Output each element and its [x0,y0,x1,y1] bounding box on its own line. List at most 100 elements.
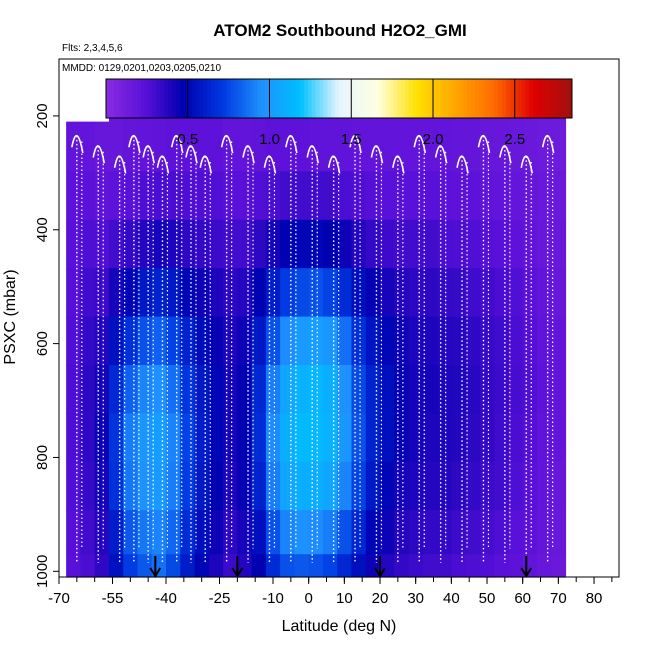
heatmap-cell [394,413,410,463]
heatmap-cell [280,510,296,555]
heatmap-cell [166,316,181,366]
heatmap-cell [322,219,338,269]
heatmap-cell [237,316,253,366]
heatmap-cell [108,171,124,221]
y-tick-label: 400 [34,217,51,242]
heatmap-cell [322,268,338,318]
heatmap-cell [408,510,424,555]
colorbar-segment [544,79,550,118]
y-tick-label: 1000 [34,555,51,588]
colorbar-segment [288,79,293,118]
plot-frame [58,58,620,578]
heatmap-cell [551,554,567,578]
heatmap-cell [522,364,538,414]
heatmap-cell [94,268,110,318]
heatmap-cell [437,268,452,318]
heatmap-cell [223,510,238,555]
colorbar-segment [502,79,507,118]
heatmap-cell [365,316,381,366]
heatmap-cell [237,364,253,414]
heatmap-cell [536,268,552,318]
colorbar-segment [230,79,235,118]
y-axis: 200 400 600 800 1000 [34,103,59,588]
x-tick-label: -55 [102,590,124,607]
heatmap-cell [208,510,224,555]
heatmap-cell [194,268,210,318]
heatmap-cell [536,510,552,555]
heatmap-cell [408,461,424,511]
heatmap-cell [223,461,238,511]
level-leg [434,145,448,164]
level-leg [370,145,384,164]
heatmap-cell [508,171,524,221]
heatmap-cell [151,268,167,318]
heatmap-cell [437,554,452,578]
heatmap-cell [479,510,495,555]
heatmap-cell [66,554,82,578]
heatmap-cell [66,268,82,318]
colorbar-segment [482,79,488,118]
heatmap-cells [66,107,567,578]
arrow-head [520,567,533,578]
heatmap-cell [408,554,424,578]
colorbar-segment [300,79,305,118]
heatmap-cell [508,461,524,511]
colorbar-segment [164,79,169,118]
heatmap-cell [494,219,510,269]
heatmap-cell [351,413,367,463]
colorbar-segment [560,79,565,118]
colorbar-segment [362,79,367,118]
heatmap-cell [337,316,353,366]
x-tick-label: 50 [479,590,496,607]
colorbar-tick-label: 2.0 [423,131,444,148]
heatmap-cell [66,121,82,173]
colorbar-segment [261,79,266,118]
heatmap-cell [123,364,139,414]
heatmap-cell [237,461,253,511]
arrow-head [374,567,386,578]
heatmap-cell [123,413,139,463]
heatmap-cell [451,316,467,366]
heatmap-cell [108,364,124,414]
heatmap-cell [208,364,224,414]
heatmap-cell [151,461,167,511]
colorbar-segment [199,79,204,118]
heatmap-cell [94,316,110,366]
colorbar-segment [292,79,297,118]
x-tick-label: 40 [443,590,460,607]
heatmap-cell [351,219,367,269]
heatmap-cell [66,316,82,366]
heatmap-cell [280,364,296,414]
heatmap-cell [251,107,267,173]
heatmap-cell [365,510,381,555]
colorbar-segment [191,79,196,118]
heatmap-cell [80,413,96,463]
heatmap-cell [479,461,495,511]
heatmap-cell [380,413,395,463]
heatmap-cell [465,171,481,221]
heatmap-cell [451,268,467,318]
heatmap-cell [522,510,538,555]
y-tick-label: 800 [34,445,51,470]
colorbar-segment [490,79,495,118]
colorbar-segment [249,79,255,118]
heatmap-cell [137,219,153,269]
heatmap-cell [465,268,481,318]
heatmap-cell [208,413,224,463]
heatmap-cell [208,107,224,173]
heatmap-cell [508,554,524,578]
colorbar-segment [389,79,394,118]
colorbar-segment [175,79,181,118]
colorbar-segment [148,79,154,118]
heatmap-cell [223,171,238,221]
heatmap-cell [380,268,395,318]
heatmap-cell [180,171,196,221]
level-leg [92,145,106,164]
heatmap-cell [80,268,96,318]
heatmap-cell [308,413,324,463]
heatmap-cell [137,316,153,366]
heatmap-cell [180,413,196,463]
colorbar-segment [203,79,208,118]
level-leg [456,155,469,174]
